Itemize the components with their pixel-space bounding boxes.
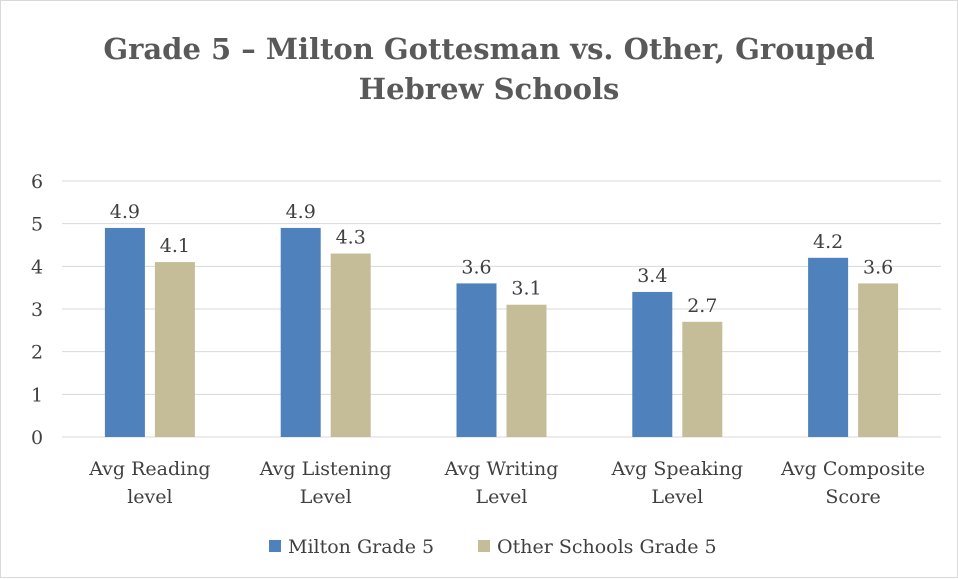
legend: Milton Grade 5 Other Schools Grade 5 bbox=[269, 536, 717, 558]
data-label: 3.4 bbox=[637, 265, 667, 287]
data-label: 3.1 bbox=[511, 278, 541, 300]
data-labels: 4.9 4.1 4.9 4.3 3.6 3.1 3.4 2.7 4.2 3.6 bbox=[110, 201, 893, 317]
bar-other-3 bbox=[506, 304, 547, 437]
gridlines bbox=[62, 180, 941, 438]
bars bbox=[104, 227, 899, 437]
y-tick-label: 3 bbox=[31, 299, 43, 321]
y-axis-ticks: 0 1 2 3 4 5 6 bbox=[31, 171, 43, 449]
data-label: 3.6 bbox=[863, 256, 893, 278]
bar-other-5 bbox=[858, 283, 899, 437]
chart-title: Grade 5 – Milton Gottesman vs. Other, Gr… bbox=[103, 32, 874, 106]
x-category-label: Avg Composite bbox=[780, 458, 925, 480]
x-category-label: Avg Listening bbox=[259, 458, 392, 480]
chart-title-line-1: Grade 5 – Milton Gottesman vs. Other, Gr… bbox=[103, 32, 874, 66]
bar-milton-4 bbox=[632, 291, 673, 437]
y-tick-label: 0 bbox=[31, 427, 43, 449]
bar-milton-2 bbox=[280, 227, 321, 437]
data-label: 4.9 bbox=[286, 201, 316, 223]
y-tick-label: 5 bbox=[31, 214, 43, 236]
x-category-label: Level bbox=[651, 486, 703, 508]
x-axis-categories: Avg Reading level Avg Listening Level Avg Wr… bbox=[88, 458, 925, 508]
bar-milton-5 bbox=[808, 257, 849, 437]
data-label: 4.2 bbox=[813, 231, 843, 253]
x-category-label: Level bbox=[300, 486, 352, 508]
y-tick-label: 4 bbox=[31, 256, 43, 278]
bar-milton-1 bbox=[104, 227, 145, 437]
data-label: 3.6 bbox=[461, 256, 491, 278]
data-label: 2.7 bbox=[687, 295, 717, 317]
x-category-label: Level bbox=[476, 486, 528, 508]
legend-label-milton: Milton Grade 5 bbox=[288, 536, 434, 558]
x-category-label: Avg Reading bbox=[88, 458, 210, 480]
data-label: 4.1 bbox=[160, 235, 190, 257]
bar-other-4 bbox=[682, 321, 723, 437]
legend-label-other: Other Schools Grade 5 bbox=[497, 536, 717, 558]
x-category-label: level bbox=[127, 486, 172, 508]
y-tick-label: 1 bbox=[31, 384, 43, 406]
data-label: 4.9 bbox=[110, 201, 140, 223]
legend-swatch-milton bbox=[269, 540, 281, 552]
y-tick-label: 2 bbox=[31, 342, 43, 364]
y-tick-label: 6 bbox=[31, 171, 43, 193]
x-category-label: Score bbox=[825, 486, 880, 508]
bar-other-2 bbox=[330, 253, 371, 437]
x-category-label: Avg Writing bbox=[444, 458, 559, 480]
x-category-label: Avg Speaking bbox=[610, 458, 743, 480]
bar-milton-3 bbox=[456, 283, 497, 437]
data-label: 4.3 bbox=[336, 227, 366, 249]
chart-title-line-2: Hebrew Schools bbox=[359, 72, 620, 106]
legend-swatch-other bbox=[478, 540, 490, 552]
bar-other-1 bbox=[154, 262, 195, 437]
